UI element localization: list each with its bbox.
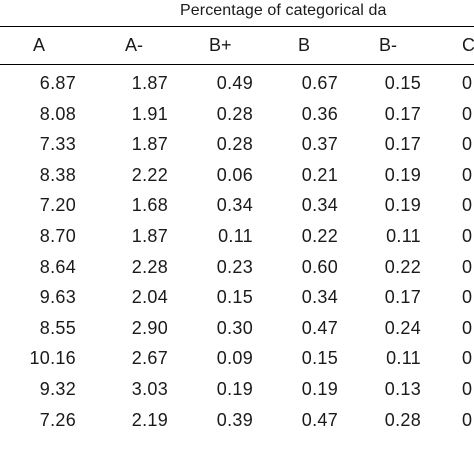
table-cell: 0.22 — [384, 256, 421, 277]
table-cell: 0.13 — [384, 379, 421, 399]
table-cell: 1.87 — [131, 226, 168, 246]
table-cell: 7.20 — [39, 195, 76, 216]
table-cell: 0.24 — [384, 317, 421, 338]
header-rule — [0, 64, 474, 65]
table-cell: 6.87 — [39, 73, 76, 93]
table-cell: 0.47 — [301, 317, 338, 338]
table-row — [0, 440, 474, 472]
table-cell: 0.19 — [384, 164, 421, 185]
column-header-b-minus: B- — [379, 35, 397, 55]
table-cell: 7.26 — [39, 409, 76, 430]
column-header-a-minus: A- — [125, 35, 143, 55]
table-row: 10.16 2.67 0.09 0.15 0.11 0 — [0, 348, 474, 380]
table-cell: 0 — [462, 195, 473, 216]
table-cell: 2.28 — [131, 256, 168, 277]
table-cell: 0.06 — [216, 164, 253, 185]
table-cell: 0.21 — [301, 164, 338, 185]
table-cell: 0.34 — [216, 195, 253, 216]
table-cell: 0.11 — [386, 348, 421, 369]
table-cell: 1.68 — [131, 195, 168, 216]
table-cell: 7.33 — [39, 134, 76, 155]
table-cell: 0.23 — [216, 256, 253, 277]
table-cell: 9.32 — [39, 379, 76, 399]
table-cell: 0.34 — [301, 195, 338, 216]
table-row: 9.63 2.04 0.15 0.34 0.17 0 — [0, 287, 474, 319]
table-cell: 0.11 — [218, 226, 253, 246]
table-row: 8.64 2.28 0.23 0.60 0.22 0 — [0, 257, 474, 289]
table-cell: 2.67 — [131, 348, 168, 369]
table-cell: 0 — [462, 379, 473, 399]
table-cell: 2.04 — [131, 287, 168, 308]
table-row: 8.08 1.91 0.28 0.36 0.17 0 — [0, 104, 474, 136]
table-cell: 0.28 — [216, 134, 253, 155]
table-cell: 0 — [462, 348, 473, 369]
table-cell: 0.67 — [301, 73, 338, 93]
table-caption: Percentage of categorical da — [180, 2, 387, 19]
table-cell: 0 — [462, 317, 473, 338]
table-cell: 0 — [462, 409, 473, 430]
table-cell: 2.22 — [131, 164, 168, 185]
table-cell: 0.09 — [216, 348, 253, 369]
table-cell: 8.38 — [39, 164, 76, 185]
table-cell: 0.15 — [384, 73, 421, 93]
table-cell: 0.19 — [301, 379, 338, 399]
table-cell: 0.15 — [216, 287, 253, 308]
table-cell: 0.28 — [384, 409, 421, 430]
column-header-b: B — [298, 35, 311, 55]
table-cell: 3.03 — [131, 379, 168, 399]
table-cell: 2.19 — [131, 409, 168, 430]
table-cell: 0.36 — [301, 103, 338, 124]
table-cell: 8.08 — [39, 103, 76, 124]
table-cell: 10.16 — [29, 348, 76, 369]
table-cell: 0.34 — [301, 287, 338, 308]
column-header-c: C — [462, 35, 474, 55]
table-cell: 9.63 — [39, 287, 76, 308]
table-row: 8.55 2.90 0.30 0.47 0.24 0 — [0, 318, 474, 350]
table-cell: 0.49 — [216, 73, 253, 93]
table-cell: 0.17 — [384, 287, 421, 308]
table-cell: 0 — [462, 134, 473, 155]
table-cell: 1.87 — [131, 73, 168, 93]
table-cell: 0.15 — [301, 348, 338, 369]
table-cell: 8.64 — [39, 256, 76, 277]
table-row: 8.70 1.87 0.11 0.22 0.11 0 — [0, 226, 474, 258]
table-cell: 0.17 — [384, 103, 421, 124]
table-row: 9.32 3.03 0.19 0.19 0.13 0 — [0, 379, 474, 411]
table-cell: 0.17 — [384, 134, 421, 155]
table-cell: 0 — [462, 103, 473, 124]
table-cell: 0.19 — [384, 195, 421, 216]
table-cell: 8.70 — [39, 226, 76, 246]
table-cell: 0.60 — [301, 256, 338, 277]
table-cell: 0.39 — [216, 409, 253, 430]
table-cell: 0 — [462, 226, 473, 246]
table-row: 6.87 1.87 0.49 0.67 0.15 0 — [0, 73, 474, 105]
table-cell: 0 — [462, 287, 473, 308]
table-cell: 1.87 — [131, 134, 168, 155]
table-row: 7.20 1.68 0.34 0.34 0.19 0 — [0, 195, 474, 227]
table-cell: 2.90 — [131, 317, 168, 338]
column-header-a: A — [33, 35, 46, 55]
table-cell: 0.47 — [301, 409, 338, 430]
table-cell: 1.91 — [131, 103, 168, 124]
table-cell: 0.11 — [386, 226, 421, 246]
table-cell: 0 — [462, 73, 473, 93]
header-row: A A- B+ B B- C — [0, 35, 474, 59]
top-rule — [0, 26, 474, 27]
column-header-b-plus: B+ — [209, 35, 232, 55]
table-row: 7.26 2.19 0.39 0.47 0.28 0 — [0, 410, 474, 442]
table-cell: 0 — [462, 164, 473, 185]
table-row: 8.38 2.22 0.06 0.21 0.19 0 — [0, 165, 474, 197]
table-row: 7.33 1.87 0.28 0.37 0.17 0 — [0, 134, 474, 166]
table-cell: 0.37 — [301, 134, 338, 155]
table-cell: 0 — [462, 256, 473, 277]
table-cell: 0.28 — [216, 103, 253, 124]
table-cell: 8.55 — [39, 317, 76, 338]
table-cell: 0.22 — [301, 226, 338, 246]
table-cell: 0.30 — [216, 317, 253, 338]
table-cell: 0.19 — [216, 379, 253, 399]
